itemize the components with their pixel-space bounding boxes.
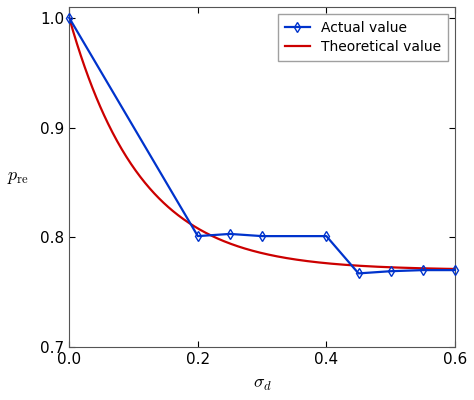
Actual value bbox=[388, 269, 393, 274]
Theoretical value bbox=[275, 254, 281, 259]
Theoretical value bbox=[443, 266, 448, 271]
Theoretical value bbox=[252, 249, 257, 254]
Theoretical value bbox=[66, 16, 72, 20]
Theoretical value bbox=[250, 248, 255, 253]
Legend: Actual value, Theoretical value: Actual value, Theoretical value bbox=[278, 14, 448, 61]
Actual value bbox=[420, 268, 426, 272]
Line: Actual value: Actual value bbox=[66, 14, 458, 277]
Actual value bbox=[227, 232, 233, 236]
Y-axis label: $p_\mathrm{re}$: $p_\mathrm{re}$ bbox=[7, 168, 29, 186]
Theoretical value bbox=[383, 265, 388, 270]
Actual value bbox=[66, 16, 72, 20]
Actual value bbox=[259, 234, 265, 238]
Actual value bbox=[324, 234, 329, 238]
Theoretical value bbox=[452, 266, 458, 271]
Actual value bbox=[356, 271, 361, 276]
Theoretical value bbox=[296, 258, 301, 262]
Actual value bbox=[452, 268, 458, 272]
Line: Theoretical value: Theoretical value bbox=[69, 18, 455, 269]
X-axis label: $\sigma_d$: $\sigma_d$ bbox=[253, 375, 272, 393]
Actual value bbox=[195, 234, 201, 238]
